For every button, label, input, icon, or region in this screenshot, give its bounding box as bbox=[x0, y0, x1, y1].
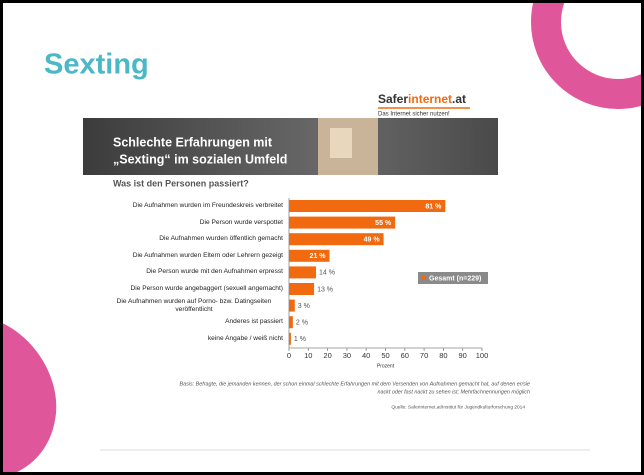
x-axis-label: Prozent bbox=[377, 363, 395, 369]
decor-blob bbox=[3, 323, 57, 472]
value-label: 81 % bbox=[425, 203, 442, 210]
x-tick-label: 90 bbox=[459, 351, 467, 360]
value-label: 1 % bbox=[294, 336, 306, 343]
source: Quelle: Saferinternet.at/Institut für Ju… bbox=[391, 404, 525, 410]
footnote: Basis: Befragte, die jemanden kennen, de… bbox=[179, 381, 530, 387]
value-label: 55 % bbox=[375, 220, 392, 227]
x-tick-label: 0 bbox=[287, 351, 291, 360]
value-label: 3 % bbox=[298, 303, 310, 310]
x-tick-label: 80 bbox=[439, 351, 447, 360]
chart-subtitle: Was ist den Personen passiert? bbox=[113, 178, 249, 188]
category-label: Anderes ist passiert bbox=[225, 318, 283, 326]
category-label: Die Aufnahmen wurden im Freundeskreis ve… bbox=[132, 202, 283, 209]
banner bbox=[83, 118, 498, 175]
category-label: Die Person wurde verspottet bbox=[199, 218, 283, 226]
bar bbox=[289, 200, 446, 212]
category-label: keine Angabe / weiß nicht bbox=[207, 334, 283, 342]
x-tick-label: 50 bbox=[381, 351, 389, 360]
bar bbox=[289, 233, 384, 246]
banner-title: Schlechte Erfahrungen mit bbox=[113, 135, 273, 149]
x-tick-label: 30 bbox=[343, 351, 351, 360]
value-label: 49 % bbox=[364, 237, 381, 244]
bar bbox=[289, 316, 293, 329]
value-label: 2 % bbox=[296, 320, 308, 327]
slide-title: Sexting bbox=[44, 49, 149, 81]
x-tick-label: 60 bbox=[401, 351, 409, 360]
legend-label: Gesamt (n=229) bbox=[429, 275, 481, 282]
bar bbox=[289, 299, 295, 312]
category-label: Die Person wurde mit den Aufnahmen erpre… bbox=[146, 268, 283, 276]
category-label: Die Person wurde angebaggert (sexuell an… bbox=[130, 285, 283, 292]
bar bbox=[289, 283, 315, 295]
value-label: 14 % bbox=[319, 270, 335, 277]
bar bbox=[289, 216, 396, 229]
bar bbox=[289, 249, 330, 262]
value-label: 21 % bbox=[310, 253, 327, 260]
banner-photo-detail bbox=[330, 128, 352, 158]
x-tick-label: 10 bbox=[304, 351, 312, 360]
decor-ring bbox=[531, 3, 641, 109]
category-label: Die Aufnahmen wurden öffentlich gemacht bbox=[159, 235, 283, 243]
bar bbox=[289, 332, 291, 345]
footnote: nackt oder fast nackt zu sehen ist; Mehr… bbox=[377, 389, 530, 395]
banner-title: „Sexting“ im sozialen Umfeld bbox=[113, 152, 287, 166]
logo-part: Safer bbox=[378, 92, 408, 106]
value-label: 13 % bbox=[317, 286, 333, 293]
x-tick-label: 40 bbox=[362, 351, 370, 360]
logo-tagline: Das Internet sicher nutzen! bbox=[378, 112, 450, 118]
category-label: Die Aufnahmen wurden Eltern oder Lehrern… bbox=[132, 251, 283, 259]
legend-box bbox=[418, 272, 488, 284]
x-tick-label: 70 bbox=[420, 351, 428, 360]
logo-part: internet bbox=[408, 92, 452, 106]
logo: Saferinternet.at bbox=[378, 92, 466, 106]
legend-swatch bbox=[422, 276, 426, 280]
logo-part: .at bbox=[452, 92, 466, 106]
bar bbox=[289, 266, 317, 279]
category-label: Die Aufnahmen wurden auf Porno- bzw. Dat… bbox=[116, 297, 272, 313]
x-tick-label: 100 bbox=[476, 351, 489, 360]
x-tick-label: 20 bbox=[323, 351, 331, 360]
